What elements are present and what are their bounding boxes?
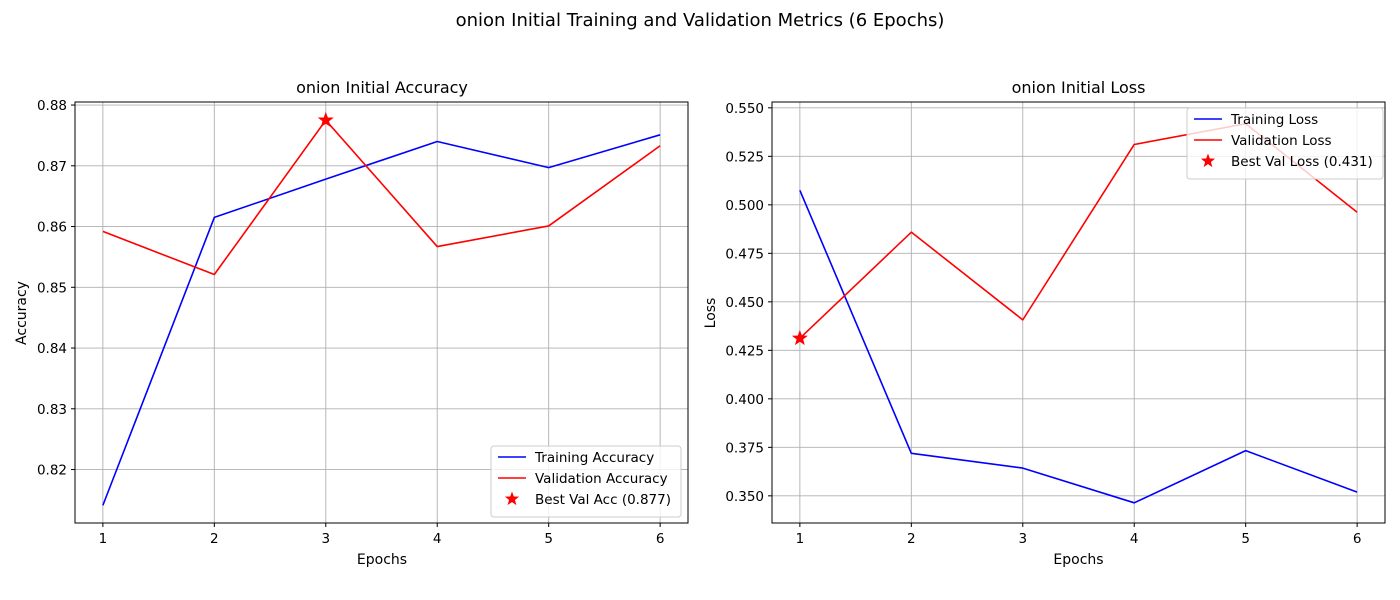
loss-x-tick-label-3: 3 bbox=[1018, 531, 1027, 547]
accuracy-legend-label-2: Validation Accuracy bbox=[535, 471, 668, 487]
loss-x-tick-label-5: 5 bbox=[1241, 531, 1250, 547]
loss-legend-box bbox=[1186, 107, 1384, 180]
loss-y-tick-label-2: 0.375 bbox=[725, 440, 764, 456]
accuracy-legend: Training Accuracy Validation Accuracy Best… bbox=[490, 445, 682, 518]
accuracy-legend-box bbox=[490, 445, 682, 518]
accuracy-series-line-training bbox=[102, 134, 661, 506]
accuracy-legend-label-best: Best Val Acc (0.877) bbox=[535, 492, 671, 508]
loss-y-tick-label-5: 0.450 bbox=[725, 295, 764, 311]
loss-legend: Training Loss Validation Loss Best Val Los… bbox=[1186, 107, 1384, 180]
loss-x-tick-label-4: 4 bbox=[1130, 531, 1139, 547]
accuracy-x-tick-label-1: 1 bbox=[99, 531, 108, 547]
figure-suptitle: onion Initial Training and Validation Me… bbox=[456, 10, 945, 31]
accuracy-x-tick-label-3: 3 bbox=[321, 531, 330, 547]
loss-x-tick-label-1: 1 bbox=[796, 531, 805, 547]
loss-legend-label-1: Training Loss bbox=[1230, 112, 1318, 128]
accuracy-y-tick-label-1: 0.82 bbox=[37, 463, 67, 479]
accuracy-y-tick-label-7: 0.88 bbox=[37, 98, 67, 114]
accuracy-y-tick-label-3: 0.84 bbox=[37, 341, 67, 357]
loss-chart-title: onion Initial Loss bbox=[1012, 78, 1146, 97]
loss-grid bbox=[772, 102, 1385, 523]
loss-y-tick-label-6: 0.475 bbox=[725, 246, 764, 262]
loss-best-val-star-marker bbox=[791, 329, 808, 346]
accuracy-series-line-validation bbox=[102, 119, 661, 276]
loss-y-tick-label-4: 0.425 bbox=[725, 343, 764, 359]
loss-x-axis-label: Epochs bbox=[1053, 552, 1103, 568]
accuracy-y-tick-label-2: 0.83 bbox=[37, 402, 67, 418]
accuracy-y-tick-label-5: 0.86 bbox=[37, 220, 67, 236]
loss-x-tick-label-2: 2 bbox=[907, 531, 916, 547]
loss-chart: onion Initial Loss Epochs Loss 1 2 3 4 5 6 0.3… bbox=[703, 78, 1386, 568]
accuracy-x-tick-label-5: 5 bbox=[544, 531, 553, 547]
accuracy-x-tick-label-6: 6 bbox=[656, 531, 665, 547]
loss-x-tick-label-6: 6 bbox=[1353, 531, 1362, 547]
loss-y-tick-label-1: 0.350 bbox=[725, 489, 764, 505]
accuracy-y-axis-label: Accuracy bbox=[14, 281, 30, 345]
loss-legend-star-swatch bbox=[1200, 153, 1216, 168]
loss-y-axis-label: Loss bbox=[703, 298, 719, 329]
loss-axes-frame bbox=[771, 101, 1386, 524]
loss-legend-label-best: Best Val Loss (0.431) bbox=[1231, 154, 1373, 170]
accuracy-y-tick-label-4: 0.85 bbox=[37, 280, 67, 296]
accuracy-chart-title: onion Initial Accuracy bbox=[296, 78, 468, 97]
accuracy-chart: onion Initial Accuracy Epochs Accuracy 1… bbox=[14, 78, 689, 568]
accuracy-legend-star-swatch bbox=[504, 491, 520, 506]
loss-y-tick-label-8: 0.525 bbox=[725, 149, 764, 165]
accuracy-y-tick-label-6: 0.87 bbox=[37, 159, 67, 175]
accuracy-x-tick-label-2: 2 bbox=[210, 531, 219, 547]
accuracy-legend-label-1: Training Accuracy bbox=[534, 450, 654, 466]
accuracy-best-val-star-marker bbox=[317, 111, 334, 127]
loss-y-tick-label-7: 0.500 bbox=[725, 198, 764, 214]
accuracy-x-tick-label-4: 4 bbox=[433, 531, 442, 547]
loss-legend-label-2: Validation Loss bbox=[1231, 133, 1332, 149]
accuracy-axes-frame bbox=[74, 101, 689, 524]
accuracy-x-axis-label: Epochs bbox=[357, 552, 407, 568]
accuracy-grid bbox=[75, 102, 688, 523]
loss-y-tick-label-9: 0.550 bbox=[725, 101, 764, 117]
loss-y-tick-label-3: 0.400 bbox=[725, 392, 764, 408]
loss-series-line-training bbox=[799, 189, 1358, 504]
